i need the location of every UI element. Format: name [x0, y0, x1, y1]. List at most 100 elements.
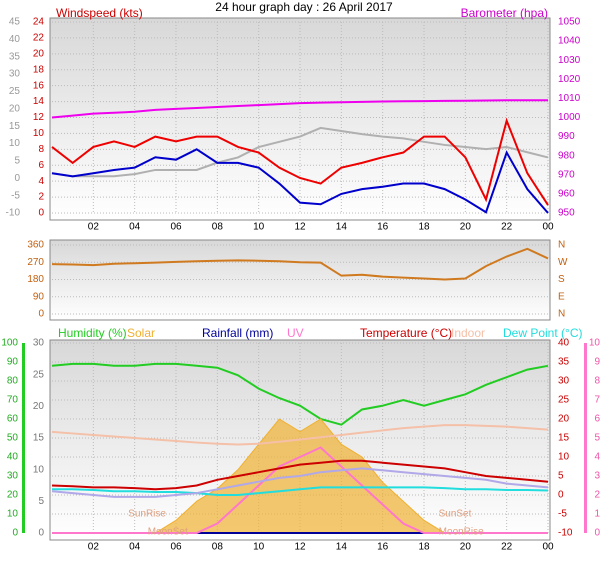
annotation: SunSet	[439, 509, 472, 520]
annotation: MoonRise	[439, 527, 484, 538]
y-tick-label: 20	[7, 490, 19, 501]
legend-label: Temperature (°C)	[360, 326, 452, 340]
y-tick-label: 9	[594, 357, 600, 368]
y-tick-label: 2	[38, 192, 44, 203]
y-tick-label: 1050	[558, 17, 581, 28]
y-tick-label: 20	[9, 103, 21, 114]
axis-bar	[22, 343, 25, 533]
y-tick-label: 25	[9, 86, 21, 97]
y-tick-label: 60	[7, 414, 19, 425]
y-tick-label: 18	[33, 64, 45, 75]
x-tick-label: 14	[336, 542, 348, 553]
y-tick-label: -5	[11, 190, 20, 201]
x-tick-label: 22	[501, 542, 513, 553]
y-tick-label: 6	[594, 414, 600, 425]
y-tick-label: 0	[558, 490, 564, 501]
x-tick-label: 02	[88, 542, 100, 553]
legend-label: Rainfall (mm)	[202, 326, 273, 340]
y-tick-label: 12	[33, 112, 45, 123]
y-tick-label: 10	[33, 128, 45, 139]
legend-label: Solar	[127, 326, 155, 340]
y-tick-label: 30	[33, 338, 45, 349]
y-tick-label: 30	[9, 69, 21, 80]
y-tick-label: 7	[594, 395, 600, 406]
y-tick-label: 10	[9, 138, 21, 149]
y-tick-label: -10	[6, 208, 21, 219]
y-tick-label: 10	[589, 338, 601, 349]
x-tick-label: 20	[460, 542, 472, 553]
line	[51, 459, 549, 491]
y-tick-label: 20	[33, 48, 45, 59]
line	[51, 117, 549, 206]
y-tick-label: -5	[558, 509, 567, 520]
y-tick-label: 70	[7, 395, 19, 406]
y-tick-label: 1020	[558, 74, 581, 85]
y-tick-label: 45	[9, 17, 21, 28]
x-tick-label: 06	[170, 222, 182, 233]
y-tick-label: 10	[33, 464, 45, 475]
y-tick-label: 25	[558, 395, 570, 406]
legend-label: Dew Point (°C)	[503, 326, 582, 340]
y-tick-label: 3	[594, 471, 600, 482]
y2-axis-title: Barometer (hpa)	[461, 6, 548, 20]
line	[51, 126, 549, 178]
y-tick-label: 960	[558, 189, 575, 200]
legend-label: Humidity (%)	[58, 326, 127, 340]
y-tick-label: 24	[33, 17, 45, 28]
y-tick-label: 30	[558, 376, 570, 387]
y-tick-label: 0	[38, 528, 44, 539]
line	[51, 362, 549, 426]
y-tick-label: 90	[33, 291, 45, 302]
x-tick-label: 16	[377, 222, 389, 233]
y-tick-label: 10	[558, 452, 570, 463]
y-tick-label: 1	[594, 509, 600, 520]
x-tick-label: 08	[212, 542, 224, 553]
legend-label: Indoor	[451, 326, 485, 340]
line	[52, 446, 548, 534]
y-tick-label: 970	[558, 169, 575, 180]
x-tick-label: 10	[253, 222, 265, 233]
y-tick-label: 0	[14, 173, 20, 184]
y-tick-label: 90	[7, 357, 19, 368]
axis-bar	[584, 343, 587, 533]
line	[52, 486, 549, 496]
line	[51, 99, 548, 119]
y-tick-label: 4	[38, 176, 44, 187]
y-tick-label: W	[558, 257, 568, 268]
y-tick-label: 14	[33, 96, 45, 107]
x-tick-label: 12	[294, 542, 306, 553]
x-tick-label: 14	[336, 222, 348, 233]
y-tick-label: 25	[33, 369, 45, 380]
y-tick-label: 20	[558, 414, 570, 425]
line	[51, 148, 549, 214]
x-tick-label: 18	[418, 542, 430, 553]
chart-title: 24 hour graph day : 26 April 2017	[215, 0, 393, 14]
y-tick-label: 16	[33, 80, 45, 91]
y-tick-label: 100	[1, 338, 18, 349]
y-tick-label: 50	[7, 433, 19, 444]
y-tick-label: 22	[33, 33, 45, 44]
y-tick-label: 360	[27, 240, 44, 251]
y-tick-label: 8	[594, 376, 600, 387]
x-tick-label: 10	[253, 542, 265, 553]
y-tick-label: 80	[7, 376, 19, 387]
y-tick-label: 1000	[558, 112, 581, 123]
y-tick-label: 2	[594, 490, 600, 501]
y-tick-label: 0	[12, 528, 18, 539]
y-tick-label: 4	[594, 452, 600, 463]
y-tick-label: 10	[7, 509, 19, 520]
y-tick-label: N	[558, 309, 565, 320]
y-tick-label: 6	[38, 160, 44, 171]
y-tick-label: 20	[33, 401, 45, 412]
x-tick-label: 00	[542, 542, 554, 553]
y-tick-label: 1040	[558, 36, 581, 47]
x-tick-label: 12	[294, 222, 306, 233]
y-tick-label: 40	[9, 34, 21, 45]
y-tick-label: -10	[558, 528, 573, 539]
y-tick-label: 15	[558, 433, 570, 444]
y-tick-label: 0	[594, 528, 600, 539]
y-tick-label: 0	[38, 309, 44, 320]
x-tick-label: 16	[377, 542, 389, 553]
y-tick-label: 15	[9, 121, 21, 132]
